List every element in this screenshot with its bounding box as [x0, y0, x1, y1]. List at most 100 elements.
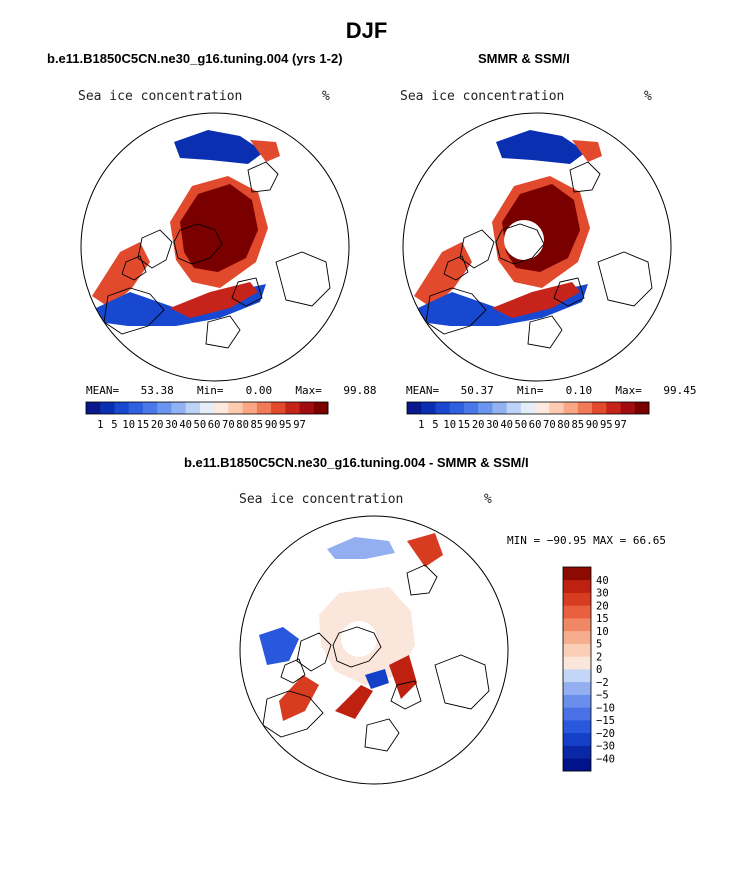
land-outline — [262, 690, 324, 738]
colorbar-swatch — [634, 402, 650, 414]
diff-top-red — [407, 533, 443, 567]
colorbar-swatch — [563, 605, 591, 619]
colorbar-swatch — [549, 402, 564, 414]
colorbar-swatch — [214, 402, 229, 414]
colorbar-tick-label: 90 — [586, 419, 599, 431]
colorbar-tick-label: 50 — [515, 419, 528, 431]
figure-title: DJF — [345, 18, 388, 43]
colorbar-tick-label: 95 — [279, 419, 292, 431]
colorbar-tick-label: 20 — [596, 600, 609, 612]
colorbar-swatch — [563, 402, 579, 414]
land-outline — [231, 277, 263, 307]
colorbar-frame — [85, 401, 329, 415]
map-border — [402, 112, 672, 382]
colorbar-tick-label: 1 — [418, 419, 424, 431]
colorbar-swatch — [563, 669, 591, 683]
colorbar-tick-label: 70 — [222, 419, 235, 431]
colorbar-swatch — [592, 402, 607, 414]
colorbar-tick-label: 10 — [122, 419, 135, 431]
map-diff — [239, 515, 509, 785]
ice-band — [170, 282, 258, 318]
mean-value: 50.37 — [460, 384, 494, 397]
colorbar-swatch — [128, 402, 144, 414]
pole-hole — [504, 220, 544, 260]
colorbar-swatch — [142, 402, 158, 414]
land-outline — [434, 654, 490, 710]
colorbar-tick-label: 40 — [500, 419, 513, 431]
ice-top-blue — [174, 130, 264, 164]
colorbar-tick-label: 40 — [596, 575, 609, 587]
colorbar-swatch — [285, 402, 300, 414]
colorbar-swatch — [407, 402, 422, 414]
colorbar-swatch — [199, 402, 215, 414]
unit-label-model: % — [322, 89, 330, 104]
land-outline — [425, 287, 487, 335]
map-field — [259, 533, 490, 752]
min-label: Min= — [197, 384, 224, 397]
land-outline — [459, 229, 495, 269]
diff-left-blue — [259, 627, 299, 665]
colorbar-tick-label: 15 — [458, 419, 471, 431]
stats-model: MEAN= 53.38 Min= 0.00 Max= 99.88 — [86, 384, 377, 397]
colorbar-swatch — [520, 402, 536, 414]
land-outline — [275, 251, 331, 307]
colorbar-tick-label: 2 — [596, 651, 602, 663]
colorbar-tick-label: 15 — [596, 613, 609, 625]
map-model — [80, 112, 350, 382]
colorbar-swatch — [577, 402, 593, 414]
land-outline — [390, 680, 422, 710]
colorbar-swatch — [563, 758, 591, 772]
min-label: Min= — [517, 384, 544, 397]
colorbar-swatch — [228, 402, 243, 414]
land-outline — [443, 255, 469, 281]
colorbar-swatch — [185, 402, 201, 414]
ice-top-blue — [496, 130, 586, 164]
land-outline — [247, 161, 279, 193]
colorbar-tick-label: 80 — [557, 419, 570, 431]
mean-label: MEAN= — [86, 384, 120, 397]
max-label: Max= — [615, 384, 642, 397]
colorbar-tick-label: 40 — [179, 419, 192, 431]
diff-top-blue — [327, 537, 395, 559]
land-outline — [495, 223, 545, 265]
colorbar-swatch — [535, 402, 550, 414]
colorbar-tick-label: −2 — [596, 677, 609, 689]
colorbar-tick-label: −10 — [596, 702, 615, 714]
colorbar-swatch — [242, 402, 258, 414]
min-value: 0.10 — [565, 384, 593, 397]
colorbar-tick-label: −30 — [596, 741, 615, 753]
land-outline — [103, 287, 165, 335]
ice-top-red — [572, 140, 602, 162]
colorbar-tick-label: 20 — [472, 419, 485, 431]
colorbar-swatch — [563, 656, 591, 670]
colorbar-tick-label: 0 — [596, 664, 602, 676]
map-field — [414, 130, 653, 349]
map-obs — [402, 112, 672, 382]
colorbar-tick-label: 20 — [151, 419, 164, 431]
colorbar-swatch — [606, 402, 621, 414]
mean-value: 53.38 — [140, 384, 174, 397]
colorbar-swatch — [563, 707, 591, 721]
colorbar-frame — [562, 566, 592, 772]
colorbar-swatch — [506, 402, 522, 414]
variable-label-diff: Sea ice concentration — [239, 492, 404, 507]
colorbar-tick-label: 30 — [486, 419, 499, 431]
land-outline — [121, 255, 147, 281]
colorbar-swatch — [171, 402, 187, 414]
unit-label-obs: % — [644, 89, 652, 104]
panel-title-obs: SMMR & SSM/I — [478, 51, 570, 66]
pole-hole — [341, 621, 377, 657]
colorbar-tick-label: −20 — [596, 728, 615, 740]
colorbar-swatch — [492, 402, 508, 414]
diff-center-red — [335, 685, 373, 719]
land-outline — [597, 251, 653, 307]
colorbar-tick-label: 85 — [571, 419, 584, 431]
mean-label: MEAN= — [406, 384, 440, 397]
map-border — [80, 112, 350, 382]
colorbar-swatch — [563, 630, 591, 644]
colorbar-swatch — [563, 732, 591, 746]
colorbar-tick-label: 97 — [614, 419, 627, 431]
colorbar-swatch — [114, 402, 130, 414]
stats-obs: MEAN= 50.37 Min= 0.10 Max= 99.45 — [406, 384, 697, 397]
